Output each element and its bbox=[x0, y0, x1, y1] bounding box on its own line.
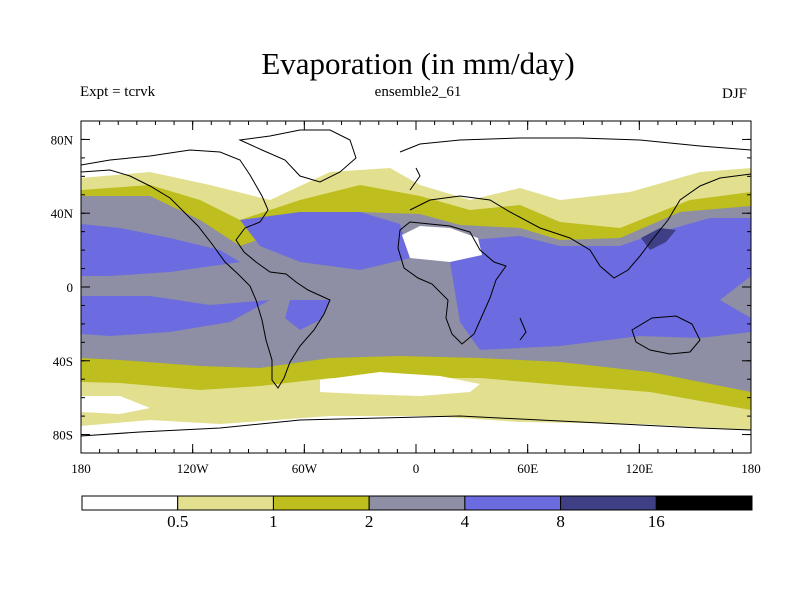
colorbar-swatch bbox=[81, 495, 179, 511]
map-title: Evaporation (in mm/day) bbox=[261, 46, 575, 81]
colorbar-level-label: 1 bbox=[269, 512, 278, 531]
colorbar-swatch bbox=[272, 495, 370, 511]
coastlines bbox=[81, 129, 751, 437]
map-axes: 180 120W 60W 0 60E 120E 180 80N 40N 0 40S 80S bbox=[51, 120, 761, 476]
lat-tick-label: 80N bbox=[51, 132, 74, 147]
season-label: DJF bbox=[722, 86, 748, 102]
map-fields bbox=[81, 121, 751, 453]
field-band-8-16 bbox=[641, 228, 676, 250]
colorbar-level-label: 2 bbox=[365, 512, 374, 531]
lon-tick-label: 60E bbox=[517, 461, 538, 476]
field-dry-sahara bbox=[402, 226, 482, 262]
lat-tick-label: 0 bbox=[67, 280, 74, 295]
colorbar-level-label: 16 bbox=[648, 512, 665, 531]
colorbar-swatch bbox=[560, 495, 657, 511]
colorbar: 0.5 1 2 4 8 16 bbox=[81, 495, 753, 531]
lon-tick-label: 120W bbox=[177, 461, 210, 476]
ensemble-label: ensemble2_61 bbox=[374, 84, 462, 100]
lon-tick-label: 180 bbox=[741, 461, 761, 476]
colorbar-level-label: 4 bbox=[461, 512, 470, 531]
experiment-label: Expt = tcrvk bbox=[80, 84, 156, 100]
colorbar-level-label: 8 bbox=[556, 512, 565, 531]
colorbar-level-label: 0.5 bbox=[167, 512, 188, 531]
field-dry-pacific bbox=[81, 396, 150, 414]
lat-tick-label: 40S bbox=[53, 354, 73, 369]
colorbar-swatch bbox=[368, 495, 466, 511]
lat-tick-label: 40N bbox=[51, 206, 74, 221]
lon-tick-label: 0 bbox=[413, 461, 420, 476]
lon-tick-label: 120E bbox=[626, 461, 654, 476]
colorbar-swatch bbox=[464, 495, 562, 511]
colorbar-swatch bbox=[177, 495, 274, 511]
field-dry-southern bbox=[320, 372, 480, 396]
lon-tick-label: 180 bbox=[71, 461, 91, 476]
lon-tick-label: 60W bbox=[292, 461, 318, 476]
colorbar-swatch bbox=[655, 495, 753, 511]
lat-tick-label: 80S bbox=[53, 428, 73, 443]
